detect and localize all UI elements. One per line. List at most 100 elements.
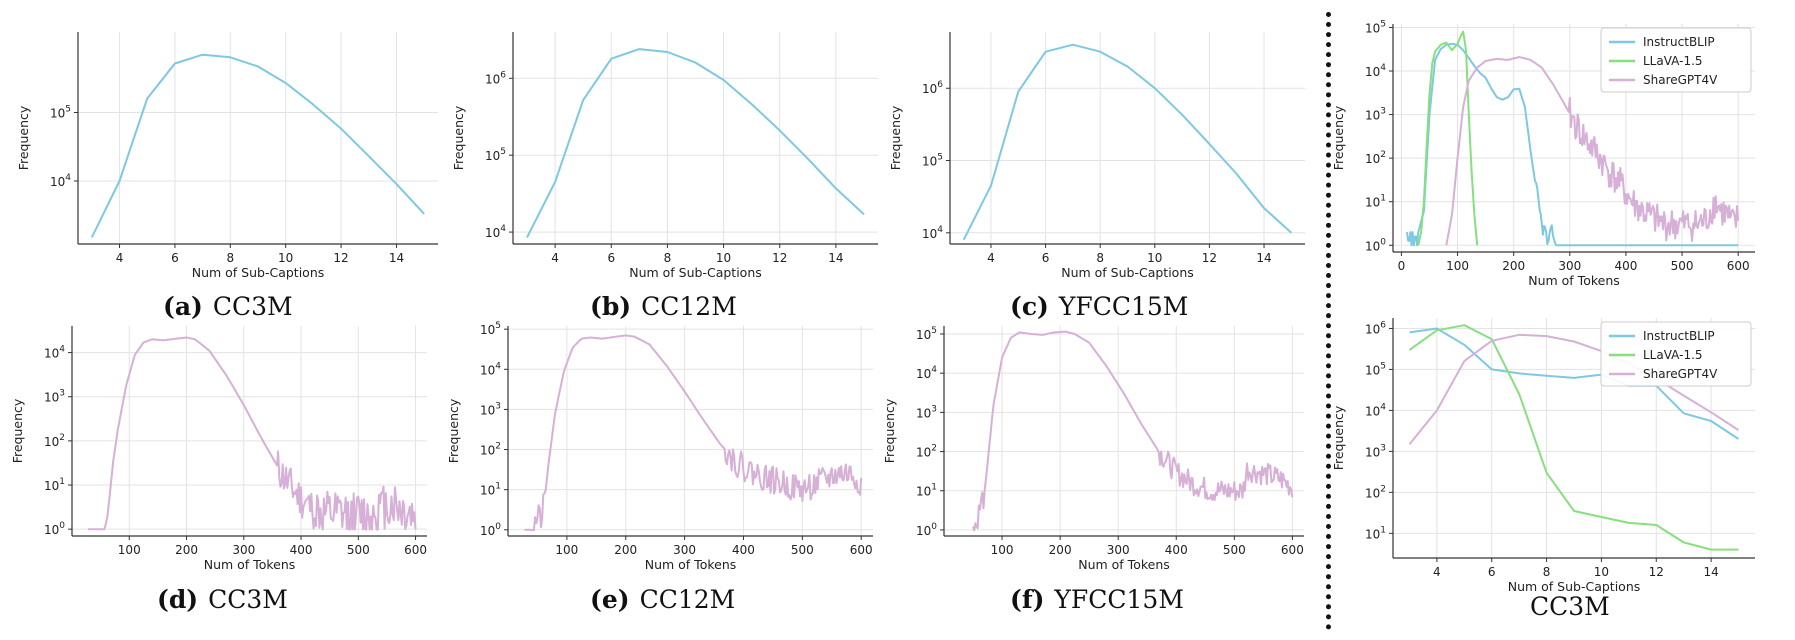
legend-box [1600,27,1752,93]
x-tick-label: 0 [1398,259,1406,273]
caption-a: (a) CC3M [163,292,293,321]
x-tick-label: 400 [1614,259,1637,273]
y-tick-label: 101 [1365,194,1386,210]
y-tick-label: 102 [916,444,937,460]
x-tick-label: 8 [1543,565,1551,579]
y-tick-label: 104 [922,225,943,241]
x-tick-label: 100 [1446,259,1469,273]
x-axis-label: Num of Sub-Captions [1508,579,1641,594]
legend-entry: ShareGPT4V [1643,367,1718,381]
series-line-main [88,336,417,531]
series-line-instructblip [1406,42,1739,247]
x-tick-label: 4 [551,251,559,265]
x-tick-label: 200 [614,543,637,557]
chart-c: 4 6 8 10 12 14 104 105 106 Num of Sub-Captions Fre… [888,32,1305,280]
y-tick-label: 105 [922,153,943,169]
x-tick-label: 200 [1502,259,1525,273]
x-tick-label: 4 [116,251,124,265]
legend-entry: InstructBLIP [1643,35,1715,49]
x-tick-label: 400 [732,543,755,557]
y-tick-label: 102 [1365,150,1386,166]
x-axis-label: Num of Tokens [204,557,296,572]
dotted-divider [1326,12,1331,630]
legend-entry: LLaVA-1.5 [1643,54,1703,68]
y-tick-label: 105 [485,147,506,163]
y-tick-label: 100 [44,521,65,537]
x-tick-label: 600 [850,543,873,557]
x-tick-label: 14 [389,251,404,265]
x-tick-label: 12 [1649,565,1664,579]
y-axis-label: Frequency [888,105,903,170]
x-tick-label: 300 [232,543,255,557]
x-tick-label: 10 [278,251,293,265]
y-tick-label: 105 [916,326,937,342]
caption-d: (d) CC3M [157,585,288,614]
x-tick-label: 500 [791,543,814,557]
y-tick-label: 103 [480,401,501,417]
series-line-main [524,334,863,532]
series-line-llava-1-5 [1408,324,1739,551]
x-tick-label: 500 [347,543,370,557]
caption-b: (b) CC12M [590,292,737,321]
x-tick-label: 8 [1096,251,1104,265]
x-axis-label: Num of Sub-Captions [1061,265,1194,280]
x-tick-label: 300 [1558,259,1581,273]
series-line-sharegpt4v [1445,56,1740,246]
y-tick-label: 105 [50,105,71,121]
y-tick-label: 104 [1365,63,1386,79]
y-tick-label: 104 [44,345,65,361]
y-tick-label: 100 [916,522,937,538]
y-tick-label: 104 [1365,402,1386,418]
x-tick-label: 500 [1223,543,1246,557]
y-tick-label: 104 [916,365,937,381]
x-tick-label: 10 [1147,251,1162,265]
x-tick-label: 400 [290,543,313,557]
y-axis-label: Frequency [10,398,25,463]
y-tick-label: 105 [480,321,501,337]
legend: InstructBLIP LLaVA-1.5 ShareGPT4V [1600,321,1752,387]
chart-a: 4 6 8 10 12 14 104 105 Num of Sub-Captions Freque… [16,32,438,280]
x-axis-label: Num of Tokens [1078,557,1170,572]
y-tick-label: 103 [916,404,937,420]
series-line-sharegpt4v [1408,333,1740,445]
y-tick-label: 102 [480,442,501,458]
series-line-llava-1-5 [1417,30,1479,246]
chart-h: 4 6 8 10 12 14 101 102 103 104 105 106 Num of Sub-Ca… [1331,318,1755,594]
x-tick-label: 6 [1042,251,1050,265]
x-tick-label: 6 [171,251,179,265]
x-tick-label: 12 [772,251,787,265]
y-tick-label: 100 [1365,237,1386,253]
series-line-instructblip [1409,327,1740,440]
y-tick-label: 101 [916,483,937,499]
x-tick-label: 8 [664,251,672,265]
x-tick-label: 14 [828,251,843,265]
x-tick-label: 300 [1107,543,1130,557]
x-tick-label: 8 [226,251,234,265]
y-axis-label: Frequency [16,105,31,170]
x-tick-label: 500 [1671,259,1694,273]
y-tick-label: 104 [50,173,71,189]
series-line-main [972,330,1294,532]
legend-entry: ShareGPT4V [1643,73,1718,87]
caption-c: (c) YFCC15M [1010,292,1189,321]
caption-e: (e) CC12M [590,585,736,614]
x-tick-label: 400 [1165,543,1188,557]
y-axis-label: Frequency [882,398,897,463]
y-axis-label: Frequency [1331,405,1346,470]
series-line-main [962,43,1292,241]
chart-d: 100 200 300 400 500 600 100 101 102 103 104 Num of … [10,326,427,572]
y-tick-label: 103 [44,389,65,405]
y-axis-label: Frequency [451,105,466,170]
x-tick-label: 100 [991,543,1014,557]
x-tick-label: 6 [607,251,615,265]
y-tick-label: 105 [1365,19,1386,35]
x-axis-label: Num of Tokens [645,557,737,572]
y-tick-label: 102 [44,433,65,449]
x-tick-label: 300 [673,543,696,557]
x-tick-label: 12 [333,251,348,265]
x-tick-label: 600 [1727,259,1750,273]
y-tick-label: 101 [1365,525,1386,541]
x-axis-label: Num of Sub-Captions [192,265,325,280]
y-tick-label: 103 [1365,107,1386,123]
